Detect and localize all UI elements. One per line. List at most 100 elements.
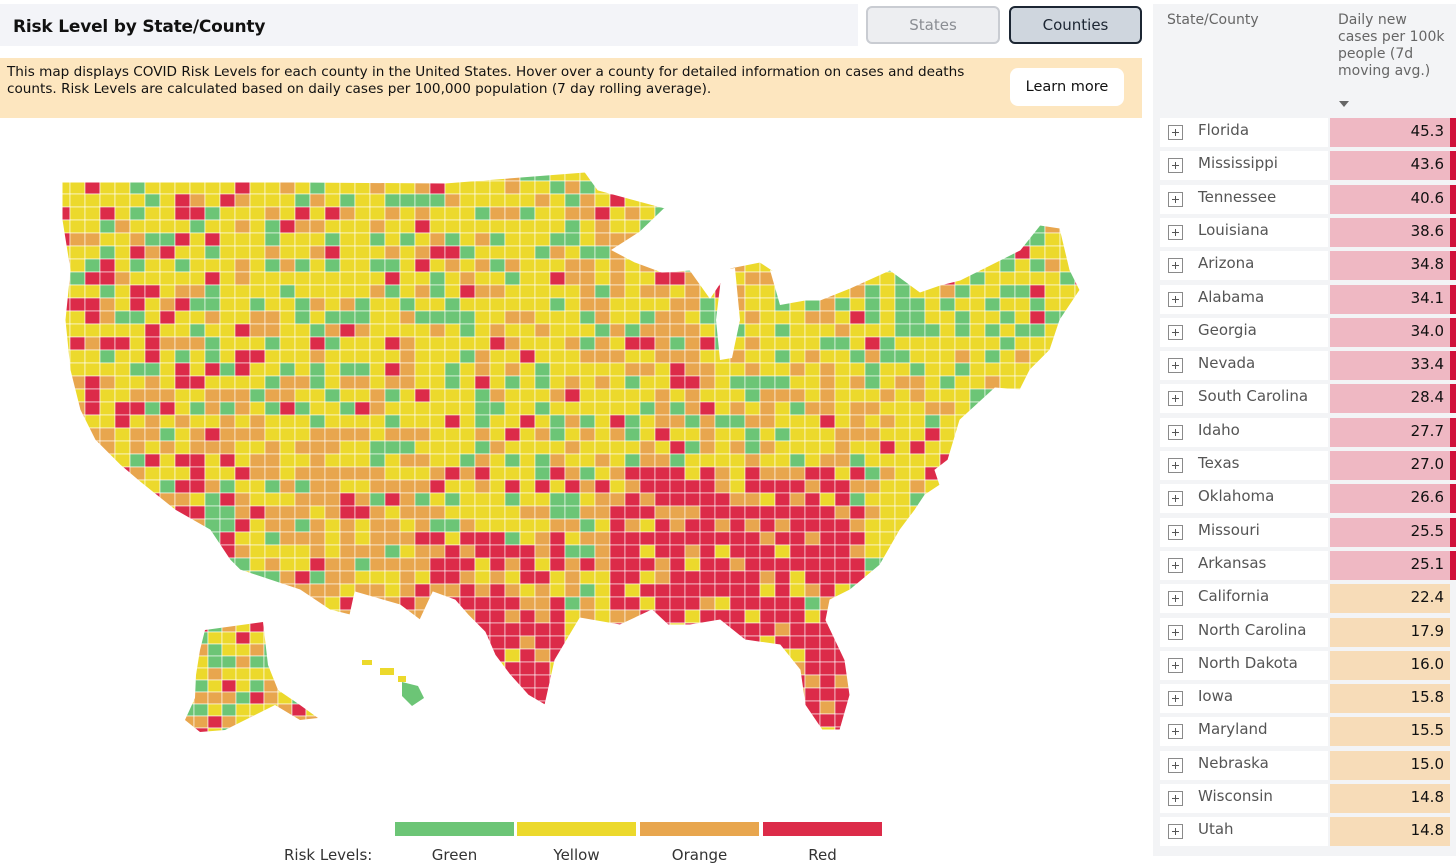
- county-cell[interactable]: [69, 570, 86, 585]
- county-cell[interactable]: [699, 674, 716, 689]
- county-cell[interactable]: [894, 622, 911, 637]
- county-cell[interactable]: [99, 583, 116, 598]
- county-cell[interactable]: [969, 466, 986, 481]
- county-cell[interactable]: [99, 557, 116, 572]
- county-cell[interactable]: [369, 518, 386, 533]
- county-cell[interactable]: [324, 168, 341, 182]
- county-cell[interactable]: [849, 258, 866, 273]
- county-cell[interactable]: [744, 453, 761, 468]
- county-cell[interactable]: [354, 453, 371, 468]
- county-cell[interactable]: [879, 570, 896, 585]
- county-cell[interactable]: [684, 336, 701, 351]
- county-cell[interactable]: [249, 466, 266, 481]
- county-cell[interactable]: [669, 427, 686, 442]
- county-cell[interactable]: [264, 531, 281, 546]
- county-cell[interactable]: [414, 466, 431, 481]
- county-cell[interactable]: [834, 193, 851, 208]
- county-cell[interactable]: [864, 583, 881, 598]
- county-cell[interactable]: [234, 401, 251, 416]
- county-cell[interactable]: [699, 427, 716, 442]
- county-cell[interactable]: [1074, 388, 1090, 403]
- county-cell[interactable]: [159, 232, 176, 247]
- county-cell[interactable]: [789, 219, 806, 234]
- county-cell[interactable]: [159, 583, 176, 598]
- county-cell[interactable]: [729, 479, 746, 494]
- county-cell[interactable]: [354, 271, 371, 286]
- county-cell[interactable]: [804, 193, 821, 208]
- county-cell[interactable]: [504, 531, 521, 546]
- county-cell[interactable]: [804, 635, 821, 650]
- county-cell[interactable]: [369, 700, 386, 715]
- county-cell[interactable]: [789, 635, 806, 650]
- county-cell[interactable]: [159, 362, 176, 377]
- county-cell[interactable]: [849, 232, 866, 247]
- county-cell[interactable]: [55, 518, 71, 533]
- county-cell[interactable]: [474, 466, 491, 481]
- county-cell[interactable]: [714, 505, 731, 520]
- county-cell[interactable]: [759, 336, 776, 351]
- county-cell[interactable]: [699, 700, 716, 715]
- county-cell[interactable]: [999, 635, 1016, 650]
- county-cell[interactable]: [999, 206, 1016, 221]
- county-cell[interactable]: [729, 245, 746, 260]
- county-cell[interactable]: [99, 518, 116, 533]
- county-cell[interactable]: [729, 466, 746, 481]
- county-cell[interactable]: [84, 375, 101, 390]
- county-cell[interactable]: [924, 401, 941, 416]
- county-cell[interactable]: [519, 310, 536, 325]
- county-cell[interactable]: [1014, 648, 1031, 663]
- county-cell[interactable]: [324, 622, 341, 637]
- county-cell[interactable]: [99, 622, 116, 637]
- county-cell[interactable]: [234, 505, 251, 520]
- county-cell[interactable]: [804, 726, 821, 740]
- county-cell[interactable]: [129, 713, 146, 728]
- county-cell[interactable]: [639, 284, 656, 299]
- county-cell[interactable]: [819, 427, 836, 442]
- county-cell[interactable]: [309, 635, 326, 650]
- county-cell[interactable]: [174, 453, 191, 468]
- county-cell[interactable]: [55, 453, 71, 468]
- county-cell[interactable]: [909, 713, 926, 728]
- county-cell[interactable]: [354, 635, 371, 650]
- county-cell[interactable]: [414, 479, 431, 494]
- county-cell[interactable]: [714, 531, 731, 546]
- county-cell[interactable]: [939, 531, 956, 546]
- county-cell[interactable]: [249, 726, 266, 740]
- county-cell[interactable]: [429, 492, 446, 507]
- county-cell[interactable]: [309, 388, 326, 403]
- county-cell[interactable]: [221, 715, 237, 729]
- county-cell[interactable]: [369, 401, 386, 416]
- county-cell[interactable]: [159, 206, 176, 221]
- county-cell[interactable]: [474, 518, 491, 533]
- county-cell[interactable]: [55, 635, 71, 650]
- county-cell[interactable]: [249, 232, 266, 247]
- county-cell[interactable]: [294, 635, 311, 650]
- county-cell[interactable]: [459, 570, 476, 585]
- county-cell[interactable]: [219, 427, 236, 442]
- county-cell[interactable]: [579, 375, 596, 390]
- county-cell[interactable]: [639, 570, 656, 585]
- county-cell[interactable]: [291, 620, 307, 633]
- county-cell[interactable]: [294, 284, 311, 299]
- county-cell[interactable]: [489, 726, 506, 740]
- county-cell[interactable]: [984, 648, 1001, 663]
- county-cell[interactable]: [534, 206, 551, 221]
- county-cell[interactable]: [744, 648, 761, 663]
- county-cell[interactable]: [234, 168, 251, 182]
- county-cell[interactable]: [489, 479, 506, 494]
- county-cell[interactable]: [564, 168, 581, 182]
- county-cell[interactable]: [714, 635, 731, 650]
- county-cell[interactable]: [954, 492, 971, 507]
- county-cell[interactable]: [504, 674, 521, 689]
- county-cell[interactable]: [279, 726, 296, 740]
- county-cell[interactable]: [669, 687, 686, 702]
- county-cell[interactable]: [144, 414, 161, 429]
- county-cell[interactable]: [219, 414, 236, 429]
- county-cell[interactable]: [894, 700, 911, 715]
- county-cell[interactable]: [654, 401, 671, 416]
- county-cell[interactable]: [429, 726, 446, 740]
- county-cell[interactable]: [459, 492, 476, 507]
- county-cell[interactable]: [534, 492, 551, 507]
- county-cell[interactable]: [699, 583, 716, 598]
- county-cell[interactable]: [789, 557, 806, 572]
